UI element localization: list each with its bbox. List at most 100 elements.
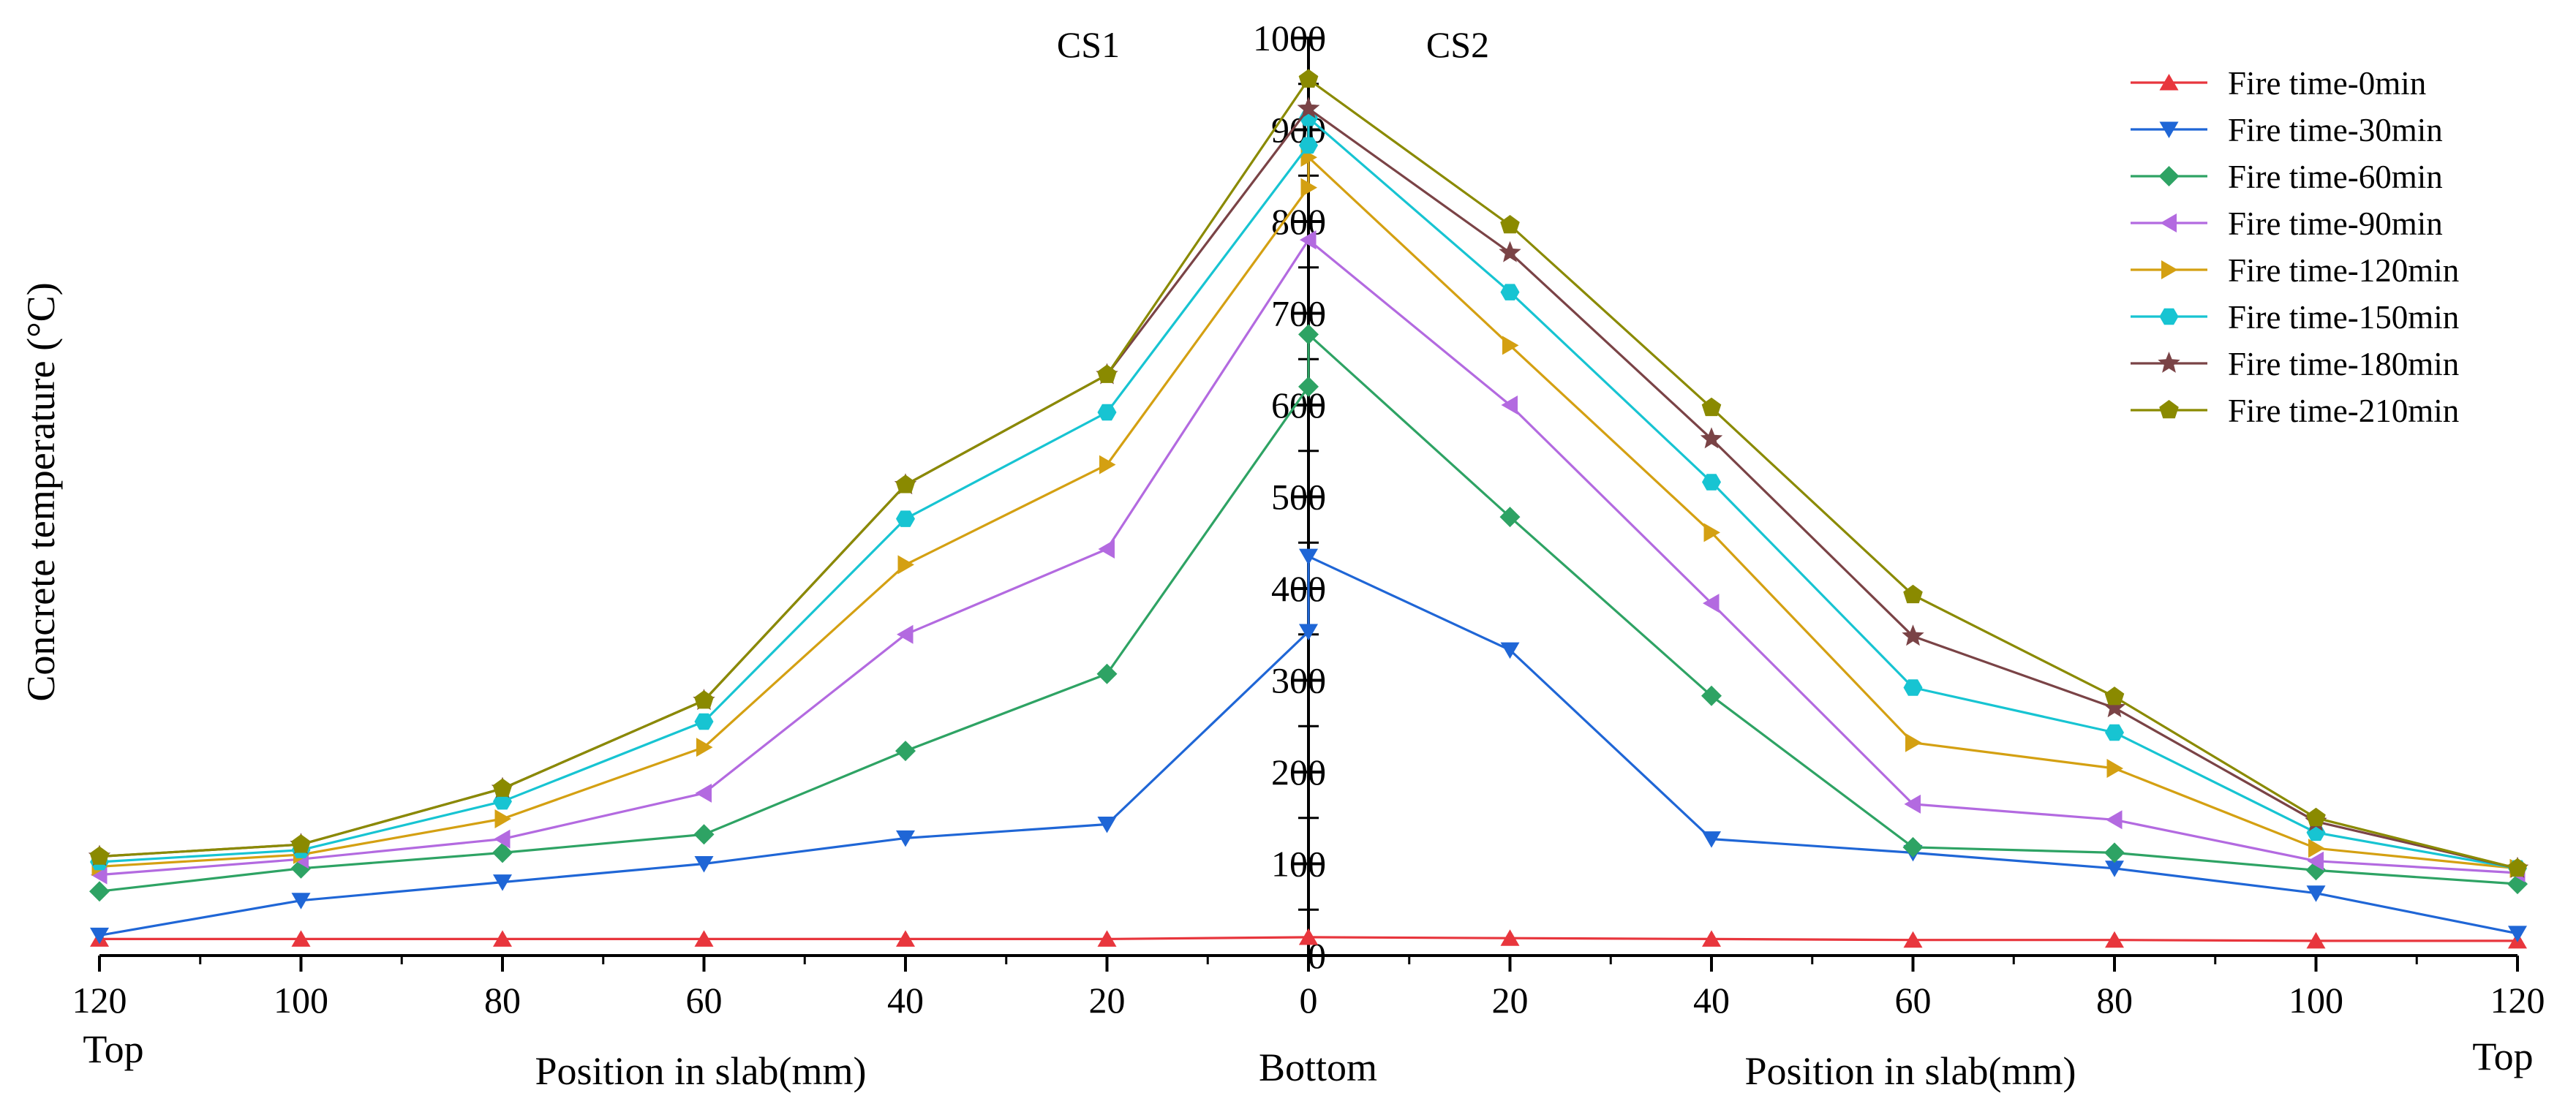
data-point [895, 741, 916, 762]
x-label-top-left: Top [83, 1027, 143, 1071]
data-point [1097, 404, 1117, 421]
x-label-top-right: Top [2472, 1035, 2533, 1078]
data-point [493, 930, 512, 947]
series-fire-time-210min [89, 69, 2528, 877]
data-point [2306, 824, 2326, 841]
data-point [291, 893, 311, 909]
legend: Fire time-0min Fire time-30min Fire time-6… [2131, 65, 2459, 429]
series-fire-time-150min [90, 109, 2527, 877]
y-tick-label: 700 [1271, 293, 1326, 334]
data-point [291, 834, 311, 853]
data-point [494, 829, 511, 849]
legend-marker [2158, 166, 2180, 186]
data-point [1298, 324, 1319, 345]
legend-label: Fire time-0min [2228, 65, 2426, 102]
x-tick-label: 80 [484, 980, 521, 1021]
data-point [2508, 926, 2527, 942]
series-line [99, 156, 2518, 870]
legend-marker [2159, 74, 2179, 91]
data-point [492, 842, 513, 863]
data-point [1297, 97, 1320, 118]
legend-item: Fire time-210min [2131, 393, 2459, 429]
data-point [1702, 930, 1721, 947]
data-point [896, 930, 915, 947]
data-point [694, 690, 714, 709]
legend-item: Fire time-0min [2131, 65, 2426, 102]
data-point [2106, 759, 2123, 778]
series-line [99, 333, 2518, 893]
data-point [2105, 724, 2124, 741]
data-point [1500, 929, 1520, 946]
legend-label: Fire time-90min [2228, 205, 2443, 242]
data-point [1701, 685, 1722, 706]
data-point [90, 927, 109, 945]
data-point [2105, 931, 2124, 948]
data-point [493, 793, 512, 810]
data-point [1902, 836, 1924, 858]
x-axis-title-left: Position in slab(mm) [535, 1049, 866, 1093]
data-point [1300, 230, 1317, 250]
data-point [2306, 807, 2326, 827]
legend-marker [2159, 308, 2179, 325]
data-point [2105, 861, 2124, 877]
legend-marker [2159, 400, 2179, 419]
data-point [1903, 931, 1923, 948]
data-point [1499, 241, 1521, 262]
x-tick-label: 120 [2490, 980, 2545, 1021]
x-tick-label: 120 [72, 980, 127, 1021]
x-tick-label: 60 [1895, 980, 1932, 1021]
data-point [2306, 931, 2326, 949]
data-point [694, 930, 714, 947]
legend-label: Fire time-150min [2228, 299, 2459, 336]
legend-item: Fire time-30min [2131, 112, 2443, 148]
legend-marker [2158, 352, 2180, 373]
legend-marker [2160, 213, 2177, 232]
x-tick-label: 40 [1693, 980, 1730, 1021]
x-tick-label: 80 [2096, 980, 2133, 1021]
data-point [1904, 794, 1921, 814]
y-tick-label: 500 [1271, 477, 1326, 518]
legend-label: Fire time-180min [2228, 346, 2459, 382]
data-point [1299, 137, 1318, 154]
data-point [1298, 376, 1319, 397]
x-tick-label: 100 [2289, 980, 2343, 1021]
data-point [896, 830, 915, 847]
data-point [1501, 396, 1518, 415]
data-point [693, 824, 715, 845]
section-label-cs2: CS2 [1426, 24, 1489, 65]
data-point [1300, 178, 1317, 197]
series-fire-time-60min [89, 324, 2528, 902]
data-point [694, 713, 714, 730]
data-point [1500, 215, 1520, 234]
data-point [695, 783, 712, 803]
data-point [2103, 696, 2126, 718]
data-point [897, 624, 914, 644]
data-point [2306, 885, 2326, 902]
x-tick-label: 60 [686, 980, 723, 1021]
data-point [2104, 842, 2125, 863]
y-tick-label: 800 [1271, 201, 1326, 242]
x-axis-title-right: Position in slab(mm) [1744, 1049, 2076, 1093]
data-point [1703, 594, 1720, 613]
data-point [1905, 733, 1922, 752]
data-point [1097, 817, 1117, 833]
y-tick-label: 1000 [1253, 18, 1326, 58]
data-point [1098, 540, 1115, 559]
legend-label: Fire time-30min [2228, 112, 2443, 148]
data-point [895, 474, 916, 493]
x-tick-label: 20 [1492, 980, 1529, 1021]
axes: 120 100 80 60 40 20 0 20 40 60 80 100 12001002003004… [72, 18, 2545, 1021]
data-point [1299, 548, 1318, 566]
data-point [1902, 624, 1924, 646]
data-point [1502, 336, 1519, 355]
data-point [493, 874, 512, 891]
y-tick-label: 200 [1271, 752, 1326, 793]
data-point [897, 555, 914, 575]
data-point [1903, 679, 1923, 696]
x-label-bottom-center: Bottom [1259, 1045, 1377, 1089]
data-point [1500, 284, 1520, 300]
data-point [2308, 839, 2325, 858]
legend-item: Fire time-90min [2131, 205, 2443, 242]
data-point [1703, 523, 1720, 542]
series-fire-time-30min [90, 548, 2527, 945]
